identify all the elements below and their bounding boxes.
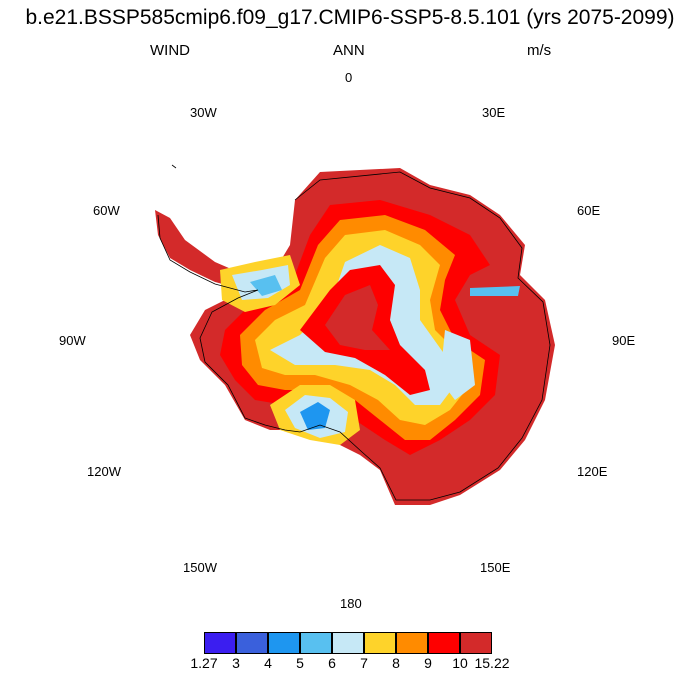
wind-region-weddell-low <box>250 275 282 296</box>
colorbar-label: 15.22 <box>474 655 510 671</box>
lon-label-60e: 60E <box>577 203 601 218</box>
colorbar-swatch <box>364 632 396 654</box>
lon-label-150e: 150E <box>480 560 511 575</box>
lon-label-60w: 60W <box>93 203 120 218</box>
colorbar-label: 8 <box>392 655 400 671</box>
units-label: m/s <box>527 42 552 59</box>
colorbar-label: 5 <box>296 655 304 671</box>
colorbar-swatch <box>204 632 236 654</box>
colorbar-swatch <box>236 632 268 654</box>
colorbar-swatch <box>332 632 364 654</box>
lon-label-30w: 30W <box>190 105 217 120</box>
colorbar-label: 3 <box>232 655 240 671</box>
season-label: ANN <box>333 42 365 59</box>
lon-label-150w: 150W <box>183 560 217 575</box>
wind-region-east <box>440 330 475 400</box>
colorbar-swatch <box>428 632 460 654</box>
colorbar-label: 9 <box>424 655 432 671</box>
wind-region-amery <box>470 286 520 296</box>
lon-label-120e: 120E <box>577 464 608 479</box>
wind-region-dark-core <box>325 285 390 350</box>
colorbar-swatch <box>396 632 428 654</box>
lon-label-30e: 30E <box>482 105 506 120</box>
colorbar-label: 10 <box>452 655 468 671</box>
variable-label: WIND <box>150 42 190 59</box>
colorbar-swatch <box>460 632 492 654</box>
lon-label-90w: 90W <box>59 333 86 348</box>
colorbar-label: 6 <box>328 655 336 671</box>
plot-title: b.e21.BSSP585cmip6.f09_g17.CMIP6-SSP5-8.… <box>25 6 675 29</box>
lon-label-90e: 90E <box>612 333 636 348</box>
wind-region-ross-low <box>300 402 330 430</box>
colorbar-swatch <box>268 632 300 654</box>
coastline <box>157 164 551 501</box>
lon-label-120w: 120W <box>87 464 121 479</box>
colorbar-swatch <box>300 632 332 654</box>
colorbar-label: 1.27 <box>190 655 218 671</box>
colorbar-label: 4 <box>264 655 272 671</box>
lon-label-180: 180 <box>340 596 362 611</box>
lon-label-0: 0 <box>345 70 353 85</box>
colorbar-label: 7 <box>360 655 368 671</box>
